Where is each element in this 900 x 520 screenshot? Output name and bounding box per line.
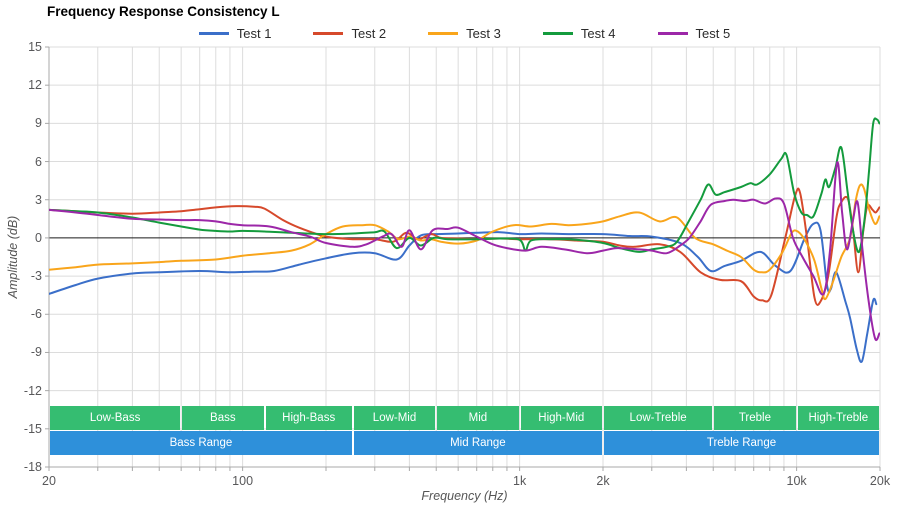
- sub-band-high-treble: High-Treble: [797, 406, 879, 430]
- legend-swatch-icon: [198, 31, 229, 35]
- legend-item-test-4[interactable]: Test 4: [542, 25, 616, 41]
- legend-label: Test 2: [351, 25, 387, 41]
- y-tick-label: 3: [35, 192, 42, 207]
- range-band-mid-range: Mid Range: [353, 431, 602, 455]
- legend-swatch-icon: [428, 31, 459, 35]
- legend: Test 1 Test 2 Test 3 Test 4 Test 5: [49, 24, 880, 42]
- legend-label: Test 3: [466, 25, 501, 41]
- y-tick-label: -12: [23, 383, 42, 398]
- y-tick-label: -6: [30, 307, 42, 322]
- series-line-test-4: [49, 117, 880, 254]
- x-tick-label: 2k: [596, 474, 610, 488]
- sub-band-bass: Bass: [182, 406, 264, 430]
- y-tick-label: 15: [28, 40, 42, 54]
- y-tick-label: -18: [23, 460, 42, 474]
- legend-item-test-5[interactable]: Test 5: [657, 25, 731, 41]
- sub-band-high-mid: High-Mid: [520, 406, 602, 430]
- x-tick-label: 20k: [869, 474, 891, 488]
- y-tick-label: 12: [28, 78, 42, 93]
- legend-label: Test 1: [236, 25, 272, 41]
- x-tick-label: 100: [232, 474, 254, 488]
- legend-label: Test 5: [695, 25, 731, 41]
- x-tick-label: 10k: [786, 474, 807, 488]
- legend-item-test-1[interactable]: Test 1: [198, 25, 272, 41]
- series-line-test-5: [49, 161, 880, 342]
- x-tick-label: 20: [42, 474, 56, 488]
- y-tick-label: -3: [30, 269, 42, 284]
- sub-band-low-treble: Low-Treble: [604, 406, 713, 430]
- y-tick-label: -15: [23, 421, 42, 436]
- chart-title: Frequency Response Consistency L: [47, 4, 280, 19]
- sub-band-mid: Mid: [437, 406, 519, 430]
- sub-band-low-bass: Low-Bass: [50, 406, 181, 430]
- y-tick-label: 6: [35, 154, 42, 169]
- legend-item-test-2[interactable]: Test 2: [313, 26, 386, 41]
- sub-band-low-mid: Low-Mid: [353, 406, 436, 430]
- y-tick-label: -9: [30, 345, 42, 360]
- legend-swatch-icon: [657, 31, 688, 35]
- legend-swatch-icon: [313, 31, 344, 35]
- series-line-test-3: [49, 183, 880, 301]
- legend-item-test-3[interactable]: Test 3: [428, 26, 501, 41]
- y-tick-label: 0: [35, 230, 42, 245]
- range-band-treble-range: Treble Range: [604, 431, 879, 455]
- legend-swatch-icon: [542, 31, 573, 35]
- y-axis-title: Amplitude (dB): [6, 215, 20, 299]
- range-band-bass-range: Bass Range: [50, 431, 352, 455]
- x-tick-label: 1k: [513, 474, 527, 488]
- series-line-test-2: [49, 187, 880, 306]
- x-axis-title: Frequency (Hz): [421, 489, 508, 503]
- legend-label: Test 4: [580, 25, 616, 41]
- sub-band-high-bass: High-Bass: [265, 406, 352, 430]
- y-tick-label: 9: [35, 116, 42, 131]
- sub-band-treble: Treble: [714, 406, 796, 430]
